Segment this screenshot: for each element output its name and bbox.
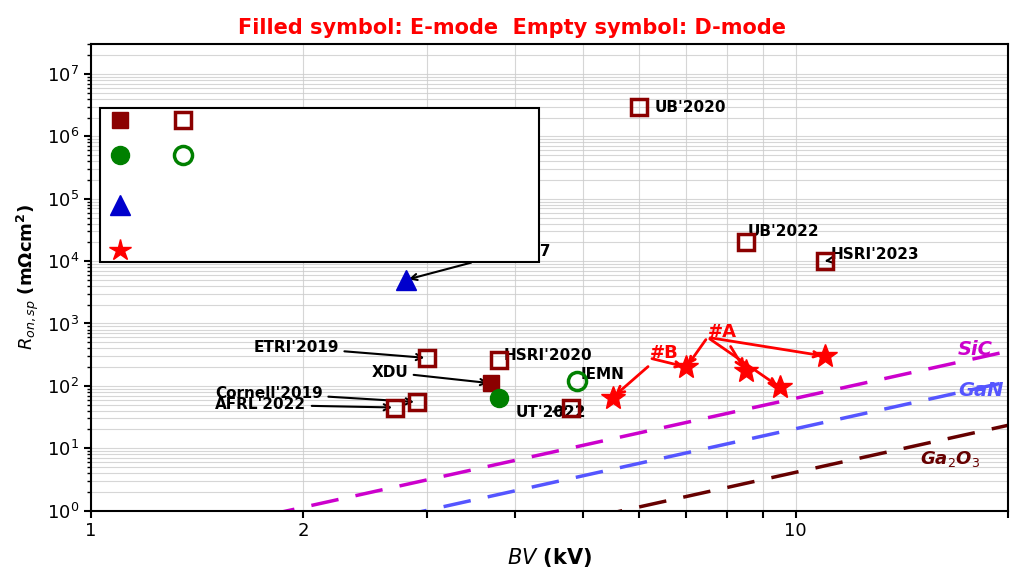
X-axis label: $\mathbf{\it{BV}}$ $\mathbf{(kV)}$: $\mathbf{\it{BV}}$ $\mathbf{(kV)}$: [506, 546, 591, 569]
Text: This work: This work: [226, 245, 323, 263]
Text: Diamond: Diamond: [226, 199, 315, 217]
Text: UT'2022: UT'2022: [516, 405, 585, 420]
Text: AlN: AlN: [226, 149, 260, 167]
Text: Ga$_2$O$_3$: Ga$_2$O$_3$: [226, 114, 285, 134]
Y-axis label: $\mathbf{\it{R_{on,sp}}}$ $\mathbf{(m\Omega cm^2)}$: $\mathbf{\it{R_{on,sp}}}$ $\mathbf{(m\Om…: [15, 204, 41, 350]
Text: UB'2020: UB'2020: [654, 99, 726, 114]
Text: AFRL'2022: AFRL'2022: [215, 397, 390, 412]
Text: HSRI'2020: HSRI'2020: [503, 348, 592, 363]
Text: HSRI'2023: HSRI'2023: [826, 246, 918, 263]
Text: #A: #A: [707, 324, 743, 367]
Text: XDU: XDU: [371, 365, 486, 385]
Text: UB'2022: UB'2022: [747, 224, 819, 239]
Text: Ga$_2$O$_3$: Ga$_2$O$_3$: [919, 449, 980, 468]
Bar: [100, 109, 539, 262]
Text: #B: #B: [617, 344, 678, 394]
Text: WU'2017: WU'2017: [411, 244, 550, 280]
Text: Cornell'2019: Cornell'2019: [215, 385, 412, 405]
Text: GaN: GaN: [958, 381, 1003, 399]
Text: SiC: SiC: [958, 340, 993, 359]
Text: ETRI'2019: ETRI'2019: [253, 340, 422, 360]
Text: Filled symbol: E-mode  Empty symbol: D-mode: Filled symbol: E-mode Empty symbol: D-mo…: [239, 18, 786, 37]
Text: IEMN: IEMN: [580, 367, 624, 382]
